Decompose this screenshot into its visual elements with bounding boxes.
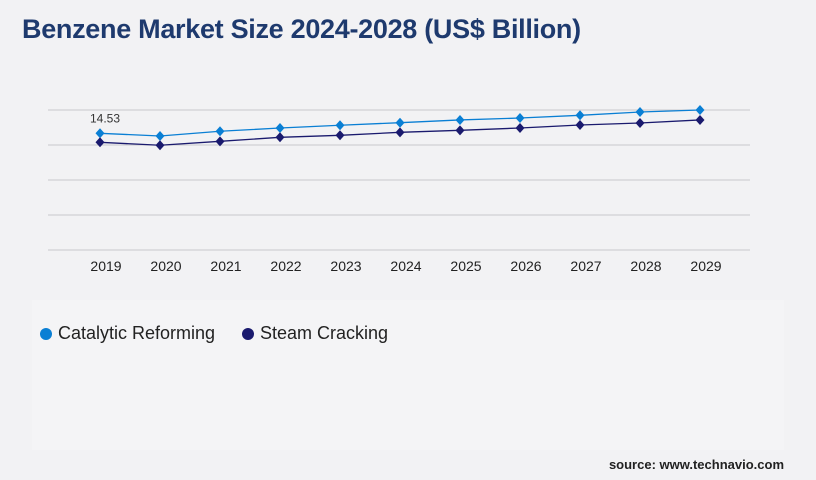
- x-tick-label: 2022: [270, 258, 301, 274]
- data-point: [275, 122, 285, 133]
- x-tick-label: 2027: [570, 258, 601, 274]
- legend-item-catalytic-reforming[interactable]: Catalytic Reforming: [40, 323, 215, 344]
- legend-item-steam-cracking[interactable]: Steam Cracking: [242, 323, 388, 344]
- data-point: [155, 140, 165, 151]
- legend-label: Catalytic Reforming: [58, 323, 216, 343]
- data-point: [515, 113, 525, 124]
- data-point: [635, 107, 645, 118]
- source-note: source: www.technavio.com: [608, 457, 784, 472]
- data-point: [215, 126, 225, 137]
- x-tick-label: 2023: [330, 258, 361, 274]
- line-chart: 2019 2020 2021 2022 2023 2024 2025 2026 2027 2028…: [48, 105, 750, 274]
- x-tick-label: 2020: [150, 258, 181, 274]
- data-point: [455, 125, 465, 136]
- data-point: [575, 120, 585, 131]
- data-point: [95, 128, 105, 139]
- data-point: [455, 114, 465, 125]
- data-point: [635, 118, 645, 129]
- x-tick-label: 2025: [450, 258, 481, 274]
- data-point: [155, 131, 165, 142]
- legend-marker-icon: [242, 327, 254, 340]
- data-point: [95, 137, 105, 148]
- data-point: [335, 130, 345, 141]
- x-tick-label: 2024: [390, 258, 421, 274]
- data-point: [695, 114, 705, 125]
- data-point: [395, 117, 405, 128]
- data-point: [275, 132, 285, 143]
- legend-marker-icon: [40, 327, 52, 340]
- legend-panel: [32, 300, 784, 450]
- x-tick-label: 2019: [90, 258, 121, 274]
- data-label: 14.53: [90, 111, 120, 125]
- data-point: [215, 136, 225, 147]
- x-tick-label: 2028: [630, 258, 661, 274]
- data-point: [515, 122, 525, 133]
- data-point: [695, 105, 705, 115]
- chart-title: Benzene Market Size 2024-2028 (US$ Billi…: [22, 14, 581, 44]
- x-tick-label: 2029: [690, 258, 721, 274]
- x-tick-label: 2026: [510, 258, 541, 274]
- legend-label: Steam Cracking: [260, 323, 389, 343]
- data-point: [395, 127, 405, 138]
- x-tick-label: 2021: [210, 258, 241, 274]
- data-point: [335, 120, 345, 131]
- data-point: [575, 110, 585, 121]
